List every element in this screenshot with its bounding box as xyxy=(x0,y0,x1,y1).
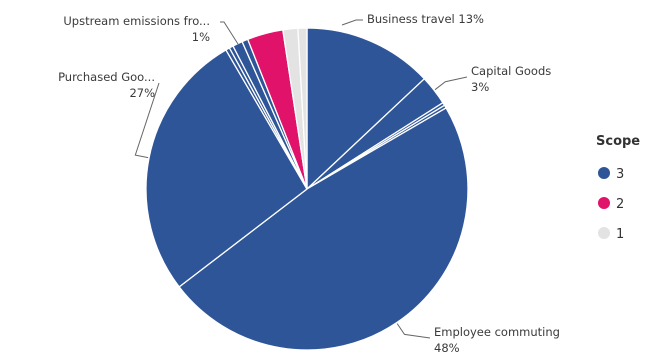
pie-slice-5 xyxy=(145,49,308,288)
legend-label-3: 3 xyxy=(616,167,624,182)
legend-marker-1 xyxy=(598,227,610,239)
pie-slices xyxy=(145,27,469,351)
legend-title: Scope xyxy=(596,134,640,149)
data-label-0-line-0: Business travel 13% xyxy=(367,12,484,26)
data-label-2-line-1: 48% xyxy=(434,341,460,355)
data-label-4-line-0: Upstream emissions fro... xyxy=(63,14,210,28)
data-label-1-line-0: Capital Goods xyxy=(471,64,551,78)
legend-label-2: 2 xyxy=(616,197,624,212)
pie-slice-4 xyxy=(178,107,469,351)
leader-line-4 xyxy=(220,21,239,45)
data-label-1-line-1: 3% xyxy=(471,80,489,94)
leader-line-3 xyxy=(134,82,160,159)
data-label-3-line-1: 27% xyxy=(129,86,155,100)
pie-slice-0 xyxy=(306,27,426,191)
legend: Scope 3 2 1 xyxy=(596,134,640,242)
leader-line-1 xyxy=(434,76,468,91)
legend-marker-2 xyxy=(598,197,610,209)
leader-line-2 xyxy=(396,323,431,339)
data-labels: Business travel 13% Capital Goods 3% Employ… xyxy=(58,12,560,355)
leader-line-0 xyxy=(341,19,363,26)
label-leader-lines xyxy=(134,19,468,339)
legend-marker-3 xyxy=(598,167,610,179)
data-label-4-line-1: 1% xyxy=(192,30,210,44)
data-label-3-line-0: Purchased Goo... xyxy=(58,70,155,84)
pie-slice-12 xyxy=(297,27,308,190)
legend-label-1: 1 xyxy=(616,227,624,242)
data-label-2-line-0: Employee commuting xyxy=(434,325,560,339)
